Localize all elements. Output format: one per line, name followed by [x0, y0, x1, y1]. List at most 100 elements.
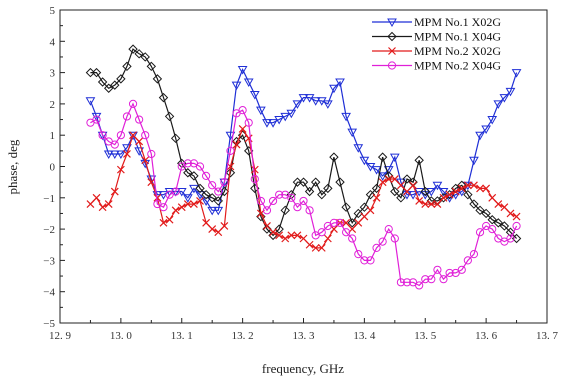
data-point [354, 218, 363, 227]
data-point [171, 187, 180, 196]
data-point [128, 131, 138, 141]
data-point [256, 196, 265, 206]
data-point [292, 177, 303, 187]
data-point [512, 212, 521, 221]
data-point [262, 224, 272, 234]
data-point [195, 162, 205, 171]
data-point [469, 156, 479, 166]
data-point [128, 99, 138, 109]
data-point [159, 203, 168, 212]
data-point [140, 52, 150, 62]
data-point [341, 112, 351, 122]
data-point [85, 97, 96, 106]
data-point [213, 196, 223, 206]
data-point [360, 212, 369, 221]
data-point [323, 183, 333, 194]
data-point [146, 61, 157, 72]
data-point [488, 193, 497, 202]
data-point [317, 228, 326, 237]
x-tick-label: 13. 5 [414, 330, 437, 342]
data-point [292, 100, 303, 109]
data-point [141, 131, 150, 140]
data-point [225, 168, 236, 178]
data-point [389, 153, 400, 163]
y-tick-label: −4 [43, 287, 55, 299]
data-point [415, 281, 424, 290]
data-point [304, 186, 315, 197]
data-point [262, 119, 272, 128]
data-point [159, 218, 168, 227]
data-point [506, 234, 515, 243]
data-point [165, 215, 174, 224]
data-point [506, 209, 515, 218]
data-point [505, 87, 516, 97]
data-point [342, 228, 351, 237]
data-point [426, 196, 437, 206]
data-point [208, 181, 217, 190]
data-point [158, 92, 169, 103]
data-point [353, 208, 363, 219]
data-point [402, 278, 412, 287]
data-point [384, 171, 394, 181]
data-point [269, 228, 277, 237]
data-point [299, 234, 308, 243]
x-tick-label: 13. 1 [171, 330, 193, 342]
data-point [214, 228, 223, 237]
data-point [226, 146, 235, 155]
data-point [457, 265, 466, 274]
data-point [177, 203, 186, 212]
data-point [387, 18, 397, 28]
data-point [275, 231, 284, 240]
data-point [335, 78, 345, 87]
data-point [122, 112, 132, 121]
data-point [387, 61, 397, 70]
data-point [360, 256, 369, 265]
data-point [268, 196, 278, 206]
data-point [457, 184, 466, 193]
data-point [463, 256, 472, 265]
data-point [427, 200, 436, 208]
data-point [323, 234, 332, 243]
data-point [396, 193, 406, 203]
legend-item: MPM No.2 X04G [372, 59, 501, 73]
data-point [164, 111, 175, 122]
legend-item: MPM No.1 X04G [372, 30, 501, 44]
data-point [469, 250, 479, 259]
data-point [384, 225, 393, 234]
data-point [238, 125, 247, 133]
data-point [396, 278, 405, 287]
data-point [371, 183, 382, 194]
data-point [342, 218, 351, 227]
data-point [208, 225, 217, 234]
data-point [388, 47, 396, 55]
data-point [384, 175, 393, 183]
data-point [182, 194, 193, 203]
data-point [274, 224, 284, 234]
data-point [158, 191, 169, 200]
data-point [305, 206, 314, 215]
data-point [280, 112, 291, 122]
data-point [190, 200, 198, 208]
data-point [249, 91, 260, 100]
data-point [420, 186, 430, 197]
x-tick-label: 13. 3 [293, 330, 316, 342]
data-point [201, 197, 211, 206]
data-point [97, 131, 108, 141]
data-point [365, 189, 376, 200]
data-point [237, 65, 248, 75]
data-point [450, 183, 461, 194]
series-line [90, 102, 518, 287]
data-point [134, 147, 144, 156]
y-tick-label: 5 [50, 5, 56, 17]
data-point [499, 94, 510, 103]
data-point [299, 196, 308, 206]
data-point [298, 94, 309, 103]
data-point [487, 116, 498, 125]
data-point [195, 183, 205, 194]
data-point [220, 222, 229, 230]
y-tick-label: 2 [50, 99, 56, 111]
data-point [475, 131, 485, 141]
data-point [487, 215, 497, 225]
data-point [500, 203, 509, 212]
